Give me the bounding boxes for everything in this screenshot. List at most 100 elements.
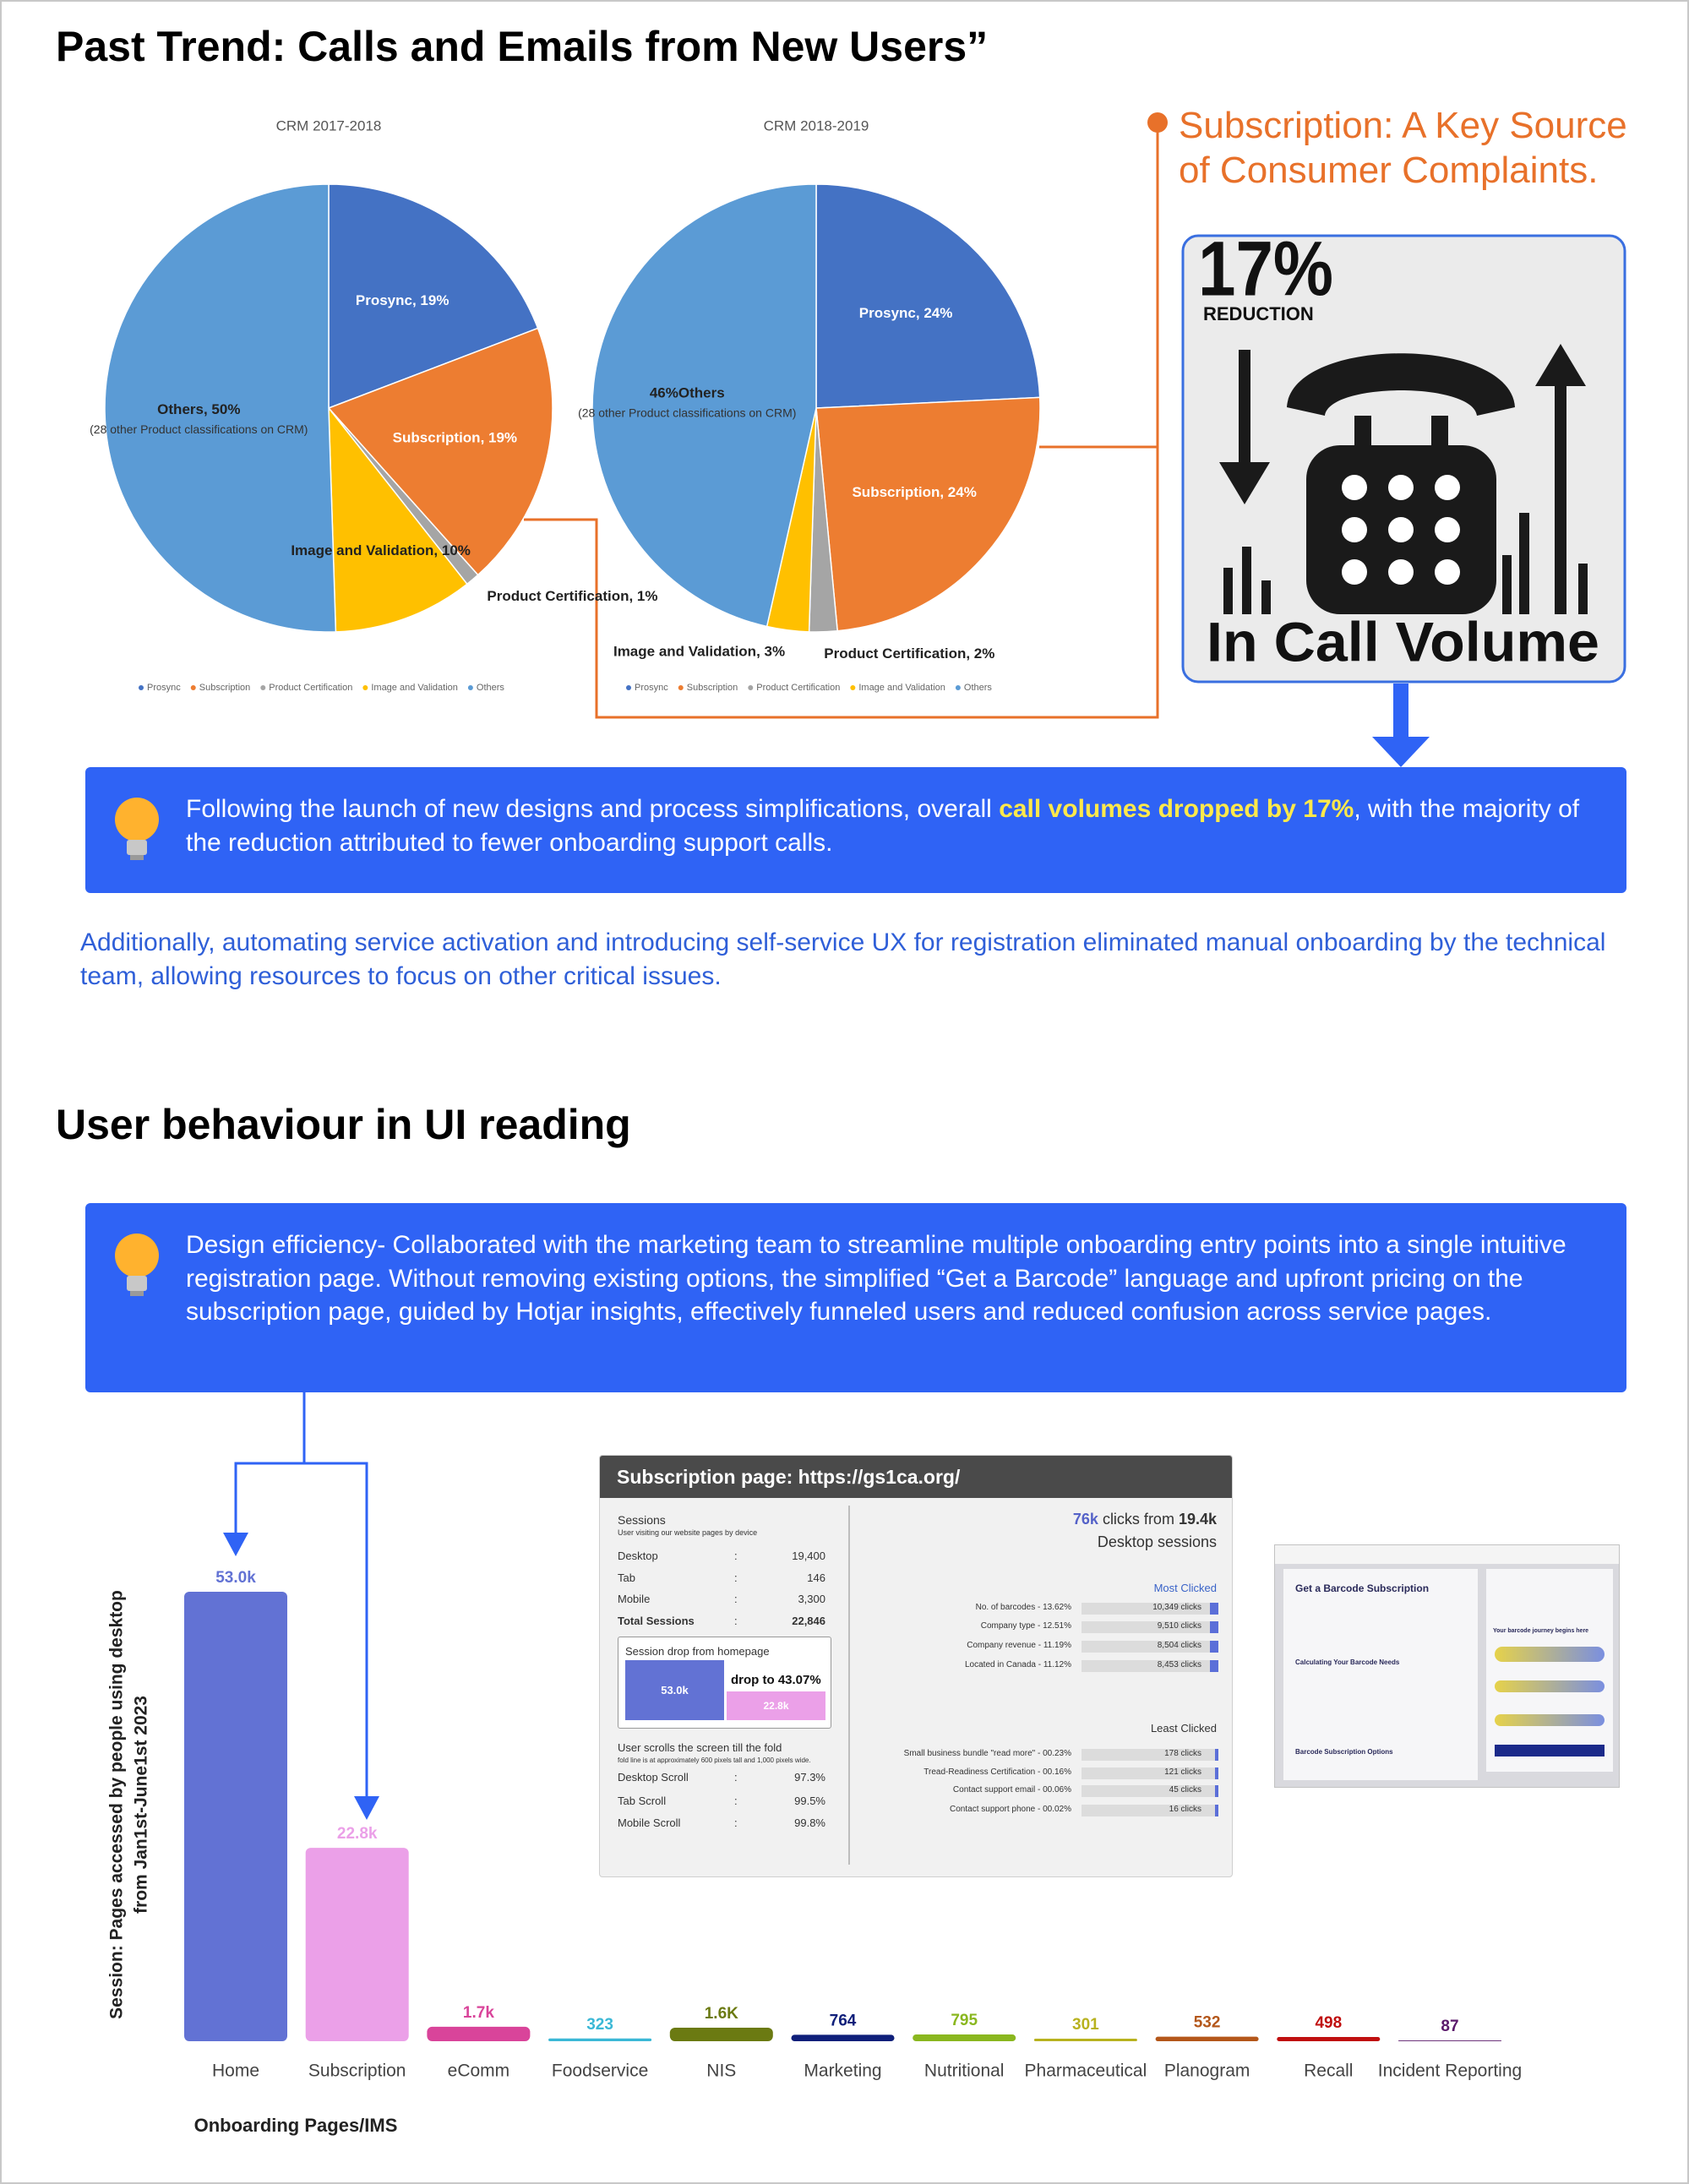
thumb-heat	[1495, 1714, 1605, 1726]
click-cap	[1210, 1603, 1218, 1615]
legend-marker	[626, 685, 631, 690]
panel-header	[600, 1456, 1232, 1498]
row-sep: :	[734, 1549, 738, 1562]
data-label: Image and Validation, 3%	[613, 644, 785, 660]
row-label: Tab Scroll	[618, 1795, 667, 1807]
clicks-from: clicks from	[1102, 1511, 1174, 1528]
clicks-total: 76k	[1072, 1511, 1098, 1528]
click-count: 8,504 clicks	[1157, 1641, 1201, 1650]
scroll-title: User scrolls the screen till the fold	[618, 1741, 782, 1754]
legend-marker	[260, 685, 266, 690]
click-cap	[1215, 1767, 1218, 1779]
bar	[184, 1592, 287, 2041]
row-sep: :	[734, 1571, 738, 1584]
click-track	[1082, 1749, 1218, 1761]
click-cap	[1210, 1660, 1218, 1672]
row-label: Tab	[618, 1571, 635, 1584]
x-tick-label: Home	[212, 2061, 259, 2081]
y-axis-label: Session: Pages accessed by people using …	[107, 1590, 127, 2019]
legend-marker	[850, 685, 856, 690]
click-count: 16 clicks	[1169, 1805, 1201, 1814]
pie-slice	[104, 183, 337, 633]
panel-title: Subscription page: https://gs1ca.org/	[617, 1466, 961, 1488]
thumb-heat	[1495, 1680, 1605, 1692]
up-arrow	[1535, 344, 1586, 386]
bar	[913, 2034, 1016, 2041]
row-sep: :	[734, 1593, 738, 1605]
bar	[1398, 2040, 1501, 2041]
bulb-icon	[115, 1234, 159, 1296]
x-tick-label: eComm	[448, 2061, 510, 2081]
data-label: 46%Others	[650, 384, 725, 400]
click-track	[1082, 1785, 1218, 1797]
data-label: Subscription, 19%	[393, 430, 517, 446]
row-label: Desktop Scroll	[618, 1771, 689, 1784]
pie-slice	[328, 183, 539, 410]
data-label: 323	[586, 2016, 613, 2034]
thumb-main	[1283, 1569, 1478, 1780]
click-label: No. of barcodes - 13.62%	[975, 1603, 1071, 1612]
data-label: Prosync, 19%	[356, 292, 449, 308]
annotation: (28 other Product classifications on CRM…	[90, 422, 308, 436]
least-title: Least Clicked	[1150, 1722, 1217, 1735]
data-label: Others, 50%	[157, 401, 240, 417]
legend-marker	[748, 685, 754, 690]
bar	[791, 2034, 895, 2041]
page-thumbnail: Get a Barcode Subscription Calculating Y…	[1274, 1544, 1620, 1788]
data-label: 1.6K	[705, 2005, 738, 2023]
data-label: 301	[1072, 2016, 1099, 2034]
y-axis-label: from Jan1st-June1st 2023	[132, 1696, 151, 1914]
thumb-heading: Get a Barcode Subscription	[1295, 1582, 1430, 1594]
row-value: 97.3%	[794, 1771, 825, 1784]
reduction-card: 17% REDUCTION In Call Volume	[1181, 234, 1626, 684]
click-count: 8,453 clicks	[1157, 1660, 1201, 1669]
bar	[427, 2026, 531, 2041]
bar	[1033, 2038, 1137, 2041]
legend-marker	[190, 685, 196, 690]
pie-slice	[815, 183, 1041, 409]
thumb-button	[1495, 1745, 1605, 1756]
row-label: Desktop	[618, 1549, 658, 1562]
section-title: User behaviour in UI reading	[56, 1101, 631, 1148]
data-label: 1.7k	[463, 2004, 494, 2022]
click-count: 121 clicks	[1164, 1767, 1201, 1777]
summary-text: , with the majority of the reduction att…	[186, 795, 1580, 857]
legend-marker	[678, 685, 684, 690]
click-label: Company revenue - 11.19%	[967, 1641, 1071, 1650]
connector	[234, 1462, 368, 1800]
row-label: Mobile Scroll	[618, 1816, 681, 1829]
subscription-panel: Subscription page: https://gs1ca.org/ Se…	[599, 1455, 1233, 1877]
card-value: 17%	[1198, 234, 1333, 312]
x-tick-label: Planogram	[1164, 2061, 1250, 2081]
data-label: 532	[1194, 2014, 1221, 2032]
clicks-summary: 76k clicks from 19.4k	[1073, 1511, 1217, 1528]
callout-dot	[1147, 112, 1168, 133]
phone-base	[1431, 416, 1448, 454]
row-label: Total Sessions	[618, 1615, 695, 1627]
insight-box: Design efficiency- Collaborated with the…	[85, 1203, 1626, 1392]
annotation: (28 other Product classifications on CRM…	[578, 406, 796, 420]
data-label: Image and Validation, 10%	[291, 542, 471, 558]
legend-label: Product Certification	[756, 683, 840, 693]
card-caption: In Call Volume	[1207, 610, 1599, 673]
signal-bars	[1223, 513, 1588, 614]
phone-base	[1354, 416, 1371, 454]
click-track	[1082, 1641, 1218, 1653]
click-label: Contact support phone - 00.02%	[950, 1805, 1071, 1814]
data-label: 22.8k	[337, 1825, 378, 1843]
data-label: Product Certification, 1%	[487, 588, 657, 604]
legend-label: Image and Validation	[858, 683, 945, 693]
clicks-sessions: 19.4k	[1178, 1511, 1217, 1528]
click-count: 9,510 clicks	[1157, 1621, 1201, 1631]
summary-highlight: call volumes dropped by 17%	[999, 795, 1354, 823]
arrow	[1372, 737, 1430, 767]
click-label: Contact support email - 00.06%	[952, 1785, 1071, 1795]
data-label: Product Certification, 2%	[824, 645, 994, 662]
summary-box: Following the launch of new designs and …	[85, 767, 1626, 893]
click-cap	[1215, 1749, 1218, 1761]
row-value: 3,300	[798, 1593, 825, 1605]
clicks-sub: Desktop sessions	[1097, 1533, 1217, 1550]
click-cap	[1215, 1785, 1218, 1797]
callout: Subscription: A Key Source of Consumer C…	[1179, 105, 1627, 191]
row-sep: :	[734, 1615, 738, 1627]
